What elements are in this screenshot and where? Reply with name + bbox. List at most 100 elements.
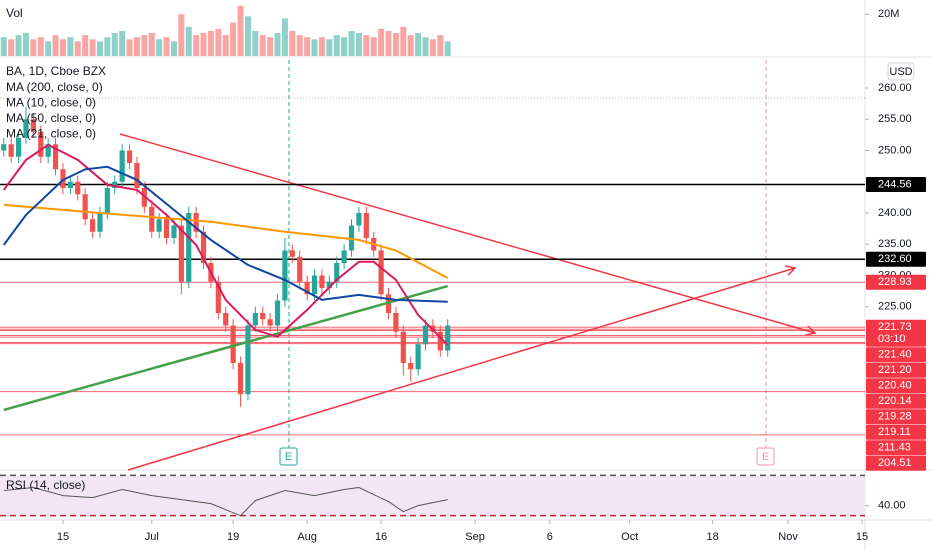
candle-body [304,281,310,295]
candle-body [400,331,406,363]
level-badge [866,409,926,425]
candle-body [75,181,81,195]
volume-bar [8,39,15,56]
candle-body [97,213,103,232]
candle-body [67,181,73,188]
currency-button[interactable] [887,62,915,81]
trend-line [119,133,815,333]
candle-body [378,250,384,295]
candle-body [82,194,88,220]
rsi-band [0,475,865,516]
plot-area [0,5,865,517]
candle-body [363,213,369,238]
level-badge [866,378,926,394]
volume-bar [230,22,237,57]
candle-body [356,213,362,226]
volume-bar [296,35,303,56]
y-tick-label: 260.00 [878,82,912,94]
candle-body [408,363,414,370]
candle-body [178,225,184,282]
level-badge [866,455,926,471]
volume-bar [15,35,22,56]
candle-body [326,281,332,288]
volume-bar [237,5,244,56]
candle-body [215,281,221,313]
currency-label: USD [889,66,912,78]
x-tick-label: Sep [465,531,485,543]
earnings-badge[interactable] [279,447,298,466]
volume-bar [259,35,266,56]
volume-bar [326,39,333,56]
level-label: 228.93 [878,276,912,288]
candle-body [237,363,244,395]
x-tick-label: 15 [57,531,69,543]
x-tick-label: Aug [297,531,317,543]
x-tick-label: 16 [375,531,387,543]
level-label: 220.40 [878,380,912,392]
candle-body [45,144,51,157]
candle-body [311,275,318,295]
volume-bar [274,33,281,56]
volume-bar [104,37,111,56]
level-label: 221.73 [878,321,912,333]
x-tick-label: 6 [547,531,553,543]
candle-body [15,138,22,157]
volume-bar [170,41,177,56]
candle-body [245,325,251,395]
volume-bar [289,30,296,56]
candle-body [89,219,96,232]
candle-body [334,263,340,282]
volume-bar [252,30,259,56]
volume-bar [370,37,377,56]
candle-body [1,144,7,151]
level-label: 211.43 [878,442,911,454]
volume-bar [392,33,399,56]
y-tick-label: 250.00 [878,144,912,156]
trend-line [127,268,795,471]
countdown: 03:10 [878,333,906,345]
candle-body [52,144,59,170]
ma-line [3,284,449,412]
y-tick-label: 255.00 [878,113,912,125]
volume-bar [318,37,325,56]
candle-body [60,169,66,188]
volume-bar [141,35,148,56]
volume-bar [30,39,37,56]
candle-body [156,219,162,232]
volume-bar [311,39,318,56]
earnings-badge[interactable] [756,447,775,466]
y-tick-label: 225.00 [878,301,912,313]
candle-body [415,344,421,370]
candle-body [8,144,14,157]
candle-body [445,325,451,351]
candle-body [348,225,355,251]
level-label: 219.28 [878,411,912,423]
volume-bar [67,37,74,56]
y-tick-label: 240.00 [878,207,912,219]
volume-bar [355,33,362,56]
candle-body [274,300,281,326]
legend-entry: MA (50, close, 0) [6,111,96,125]
candle-body [437,331,443,351]
candle-body [289,250,295,257]
volume-bar [74,41,81,56]
volume-bar [267,37,274,56]
volume-bar [156,39,163,56]
volume-bar [96,41,103,56]
volume-bar [133,37,140,56]
volume-bar [37,37,44,56]
candle-body [252,313,258,326]
level-badge [866,251,926,267]
candle-body [23,119,29,138]
candle-body [134,163,140,188]
candle-body [149,206,155,232]
level-label: 221.20 [878,364,912,376]
volume-bar [244,16,251,56]
legend-entry: MA (21, close, 0) [6,127,96,141]
x-tick-label: 18 [706,531,718,543]
volume-bar [59,39,66,56]
level-badge [866,362,926,378]
volume-bar [200,33,207,56]
y-tick-label: 20M [878,8,899,20]
